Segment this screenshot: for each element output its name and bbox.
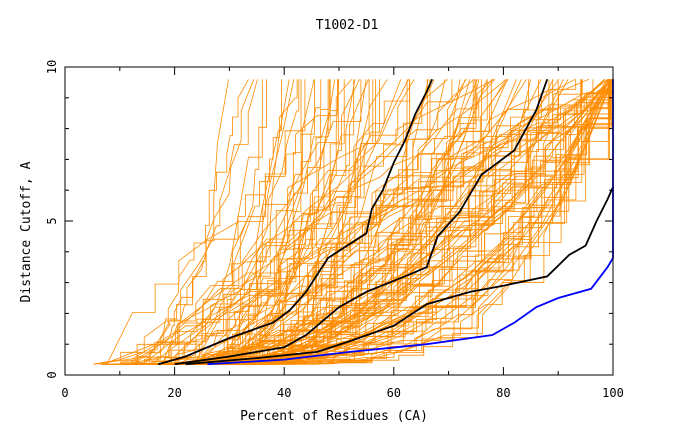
background-series-line [182, 79, 529, 365]
background-series-line [213, 79, 298, 365]
background-series-line [187, 79, 496, 365]
x-tick-label: 100 [602, 386, 624, 400]
background-series-line [171, 79, 614, 365]
series-line-3 [185, 186, 614, 366]
x-tick-label: 20 [167, 386, 181, 400]
chart-title: T1002-D1 [316, 18, 379, 33]
y-tick-label: 0 [45, 371, 59, 378]
background-series-line [254, 79, 461, 365]
series-line-1 [157, 78, 434, 366]
background-series-line [114, 79, 339, 365]
x-tick-label: 40 [277, 386, 291, 400]
background-series-line [107, 79, 258, 365]
background-series-line [121, 79, 229, 365]
background-series-line [198, 79, 507, 365]
background-series-line [243, 79, 610, 365]
background-series-line [223, 79, 322, 365]
axis-ticks: 0 20 40 60 80 100 0 5 10 [45, 60, 624, 400]
background-series-line [215, 78, 576, 365]
x-tick-label: 60 [387, 386, 401, 400]
x-tick-label: 80 [496, 386, 510, 400]
background-series-line [200, 79, 609, 365]
background-series-group [93, 78, 614, 365]
background-series-line [159, 79, 409, 365]
background-series-line [140, 79, 613, 365]
y-tick-label: 10 [45, 60, 59, 74]
background-series-line [236, 79, 494, 365]
background-series-line [122, 79, 255, 365]
background-series-line [228, 79, 509, 365]
background-series-line [194, 79, 614, 365]
background-series-line [220, 79, 410, 365]
x-tick-label: 0 [61, 386, 68, 400]
background-series-line [102, 79, 306, 365]
series-line-2 [174, 78, 549, 366]
highlighted-series-group [157, 78, 614, 366]
background-series-line [200, 79, 527, 365]
x-axis-label: Percent of Residues (CA) [240, 409, 428, 424]
y-axis-label: Distance Cutoff, A [19, 161, 34, 302]
background-series-line [230, 79, 582, 365]
background-series-line [232, 79, 614, 365]
series-line-4 [207, 79, 614, 366]
background-series-line [255, 79, 611, 365]
background-series-line [149, 79, 249, 365]
background-series-line [195, 79, 559, 365]
background-series-line [217, 79, 614, 365]
background-series-line [102, 79, 362, 365]
background-series-line [215, 79, 300, 365]
y-tick-label: 5 [45, 217, 59, 224]
background-series-line [232, 79, 611, 365]
